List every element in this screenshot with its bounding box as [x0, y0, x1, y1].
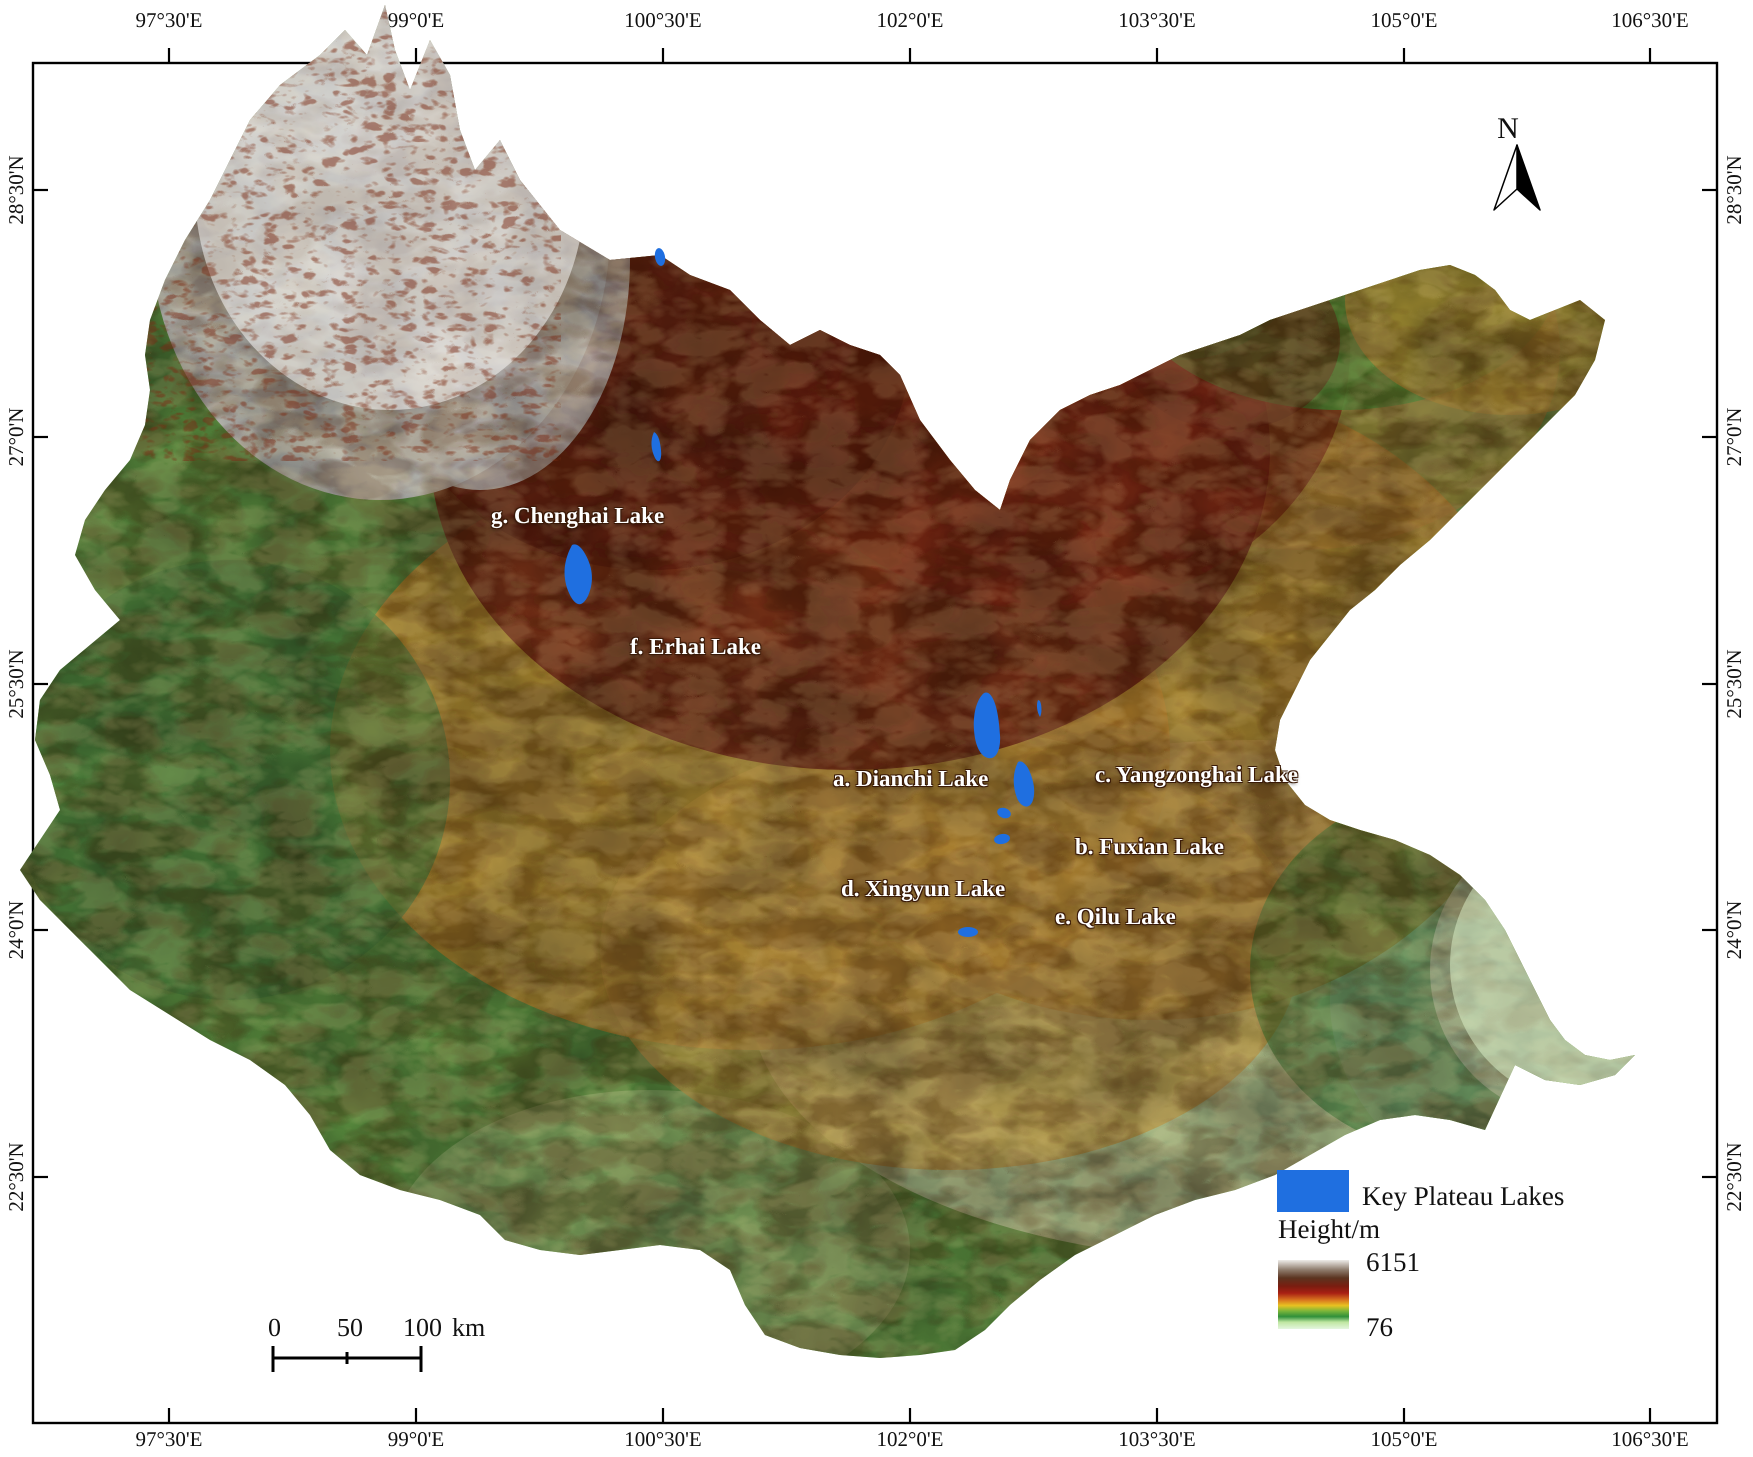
svg-text:Height/m: Height/m — [1278, 1214, 1380, 1244]
svg-text:76: 76 — [1366, 1312, 1393, 1342]
svg-text:km: km — [452, 1313, 485, 1342]
svg-text:50: 50 — [337, 1313, 363, 1342]
svg-text:6151: 6151 — [1366, 1247, 1420, 1277]
svg-text:Key Plateau Lakes: Key Plateau Lakes — [1362, 1181, 1564, 1211]
svg-text:0: 0 — [268, 1313, 281, 1342]
svg-text:N: N — [1497, 112, 1519, 145]
svg-text:100: 100 — [403, 1313, 442, 1342]
